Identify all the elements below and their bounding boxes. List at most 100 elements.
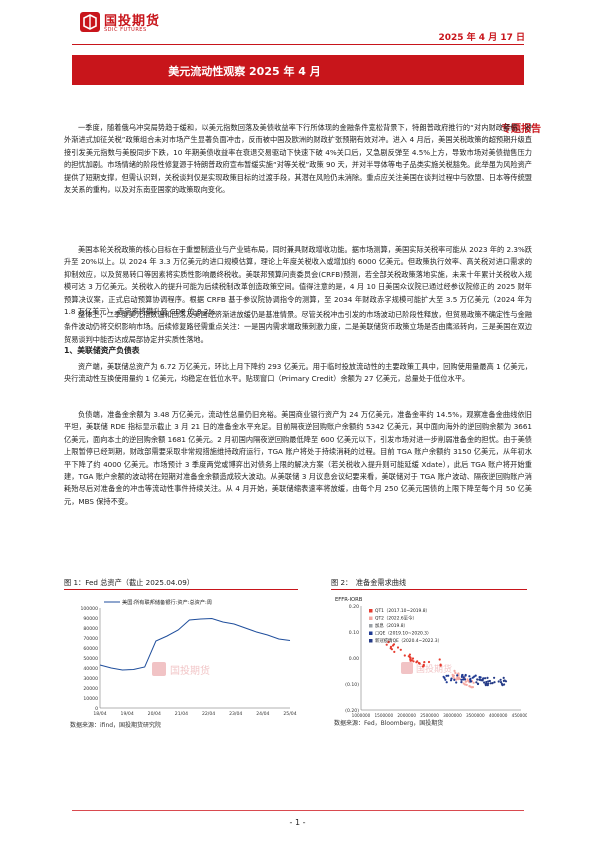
- fig2-point: [460, 678, 463, 681]
- fig1-y-tick-label: 70000: [83, 636, 98, 642]
- fig1-y-tick-label: 40000: [83, 666, 98, 672]
- fig2-point: [469, 678, 472, 681]
- fig2-legend-swatch: [369, 609, 373, 613]
- fig2-point: [460, 681, 463, 684]
- fig2-point: [447, 674, 450, 677]
- fig1-y-tick-label: 0: [95, 706, 98, 712]
- fig2-legend-label: QT1（2017.10~2019.8）: [375, 608, 430, 614]
- fig2-point: [449, 679, 453, 682]
- fig2-point: [445, 681, 448, 684]
- fig1-x-tick-label: 18/04: [93, 711, 106, 717]
- fig2-point: [455, 678, 458, 681]
- figure-2-source: 数据来源：Fed，Bloomberg，国投期货: [334, 720, 444, 727]
- section-heading-1: 1、美联储资产负债表: [64, 346, 140, 355]
- fig2-point: [503, 679, 506, 682]
- fig1-x-tick-label: 23/04: [229, 711, 242, 717]
- fig2-point: [478, 676, 481, 679]
- fig2-point: [453, 678, 456, 681]
- fig2-point: [439, 663, 442, 666]
- fig2-point: [484, 683, 487, 686]
- figure-2-chart: EFFR-IORB 0.20 0.10 0.00 (0.10) (0.20) 10000…: [335, 597, 527, 718]
- fig2-point: [491, 682, 494, 685]
- fig1-x-tick-label: 21/04: [175, 711, 188, 717]
- fig2-point: [464, 680, 467, 683]
- fig1-legend-label: 美国:所有联邦储备银行:资产:总资产:周: [122, 598, 212, 606]
- fig2-point: [409, 659, 412, 662]
- fig2-point: [387, 640, 390, 643]
- fig2-point: [460, 675, 463, 678]
- fig1-watermark: 国投期货: [152, 662, 210, 677]
- fig1-y-tick-label: 60000: [83, 646, 98, 652]
- fig2-point: [501, 684, 504, 687]
- fig2-legend-label: 新冠疫情QE（2020.4~2022.3）: [375, 637, 442, 644]
- fig2-legend-swatch: [369, 616, 373, 620]
- fig2-x-tick-label: 3500000: [466, 713, 485, 718]
- fig2-legend-label: 加息（2019.8）: [375, 622, 408, 629]
- fig2-x-tick-label: 4000000: [489, 713, 508, 718]
- fig2-point: [393, 650, 396, 653]
- fig2-point: [415, 661, 418, 664]
- fig2-point: [486, 676, 489, 679]
- paragraph-2: 美国本轮关税政策的核心目标在于重塑制造业与产业链布局，同时兼具财政增收功能。据市…: [64, 245, 532, 317]
- fig2-x-tick-label: 4500000: [512, 713, 527, 718]
- fig2-x-tick-label: 1500000: [375, 713, 394, 718]
- fig2-point: [499, 681, 503, 684]
- fig2-point: [403, 654, 406, 657]
- fig1-y-tick-label: 30000: [83, 676, 98, 682]
- fig2-point: [462, 676, 465, 679]
- fig2-point: [493, 676, 496, 679]
- fig1-x-tick-label: 19/04: [121, 711, 134, 717]
- fig2-point: [408, 653, 411, 656]
- fig2-point: [497, 680, 500, 683]
- fig2-legend-swatch: [369, 639, 373, 643]
- fig2-point: [484, 677, 487, 680]
- fig2-point: [389, 645, 393, 648]
- fig2-point: [472, 681, 475, 684]
- figure-1-title: 图 1：Fed 总资产（截止 2025.04.09）: [64, 578, 194, 587]
- figure-1-chart: 0 10000 20000 30000 40000 50000 60000 70000 8000…: [80, 598, 296, 717]
- fig2-x-tick-label: 1000000: [352, 713, 371, 718]
- fig2-point: [462, 682, 465, 685]
- fig2-point: [499, 678, 502, 681]
- fig2-point: [476, 678, 479, 681]
- fig2-x-tick-label: 2500000: [420, 713, 439, 718]
- fig2-y-tick-label: 0.10: [349, 630, 359, 636]
- fig2-point: [445, 674, 448, 677]
- fig2-point: [418, 662, 421, 665]
- fig2-legend-label: QT2（2022.6至今）: [375, 615, 417, 622]
- fig1-y-tick-label: 80000: [83, 626, 98, 632]
- header-divider: [72, 44, 524, 45]
- page-number: - 1 -: [289, 818, 306, 827]
- fig2-point: [412, 660, 415, 663]
- logo-text: 国投期货: [104, 14, 161, 29]
- report-tag: 专题报告: [501, 124, 541, 135]
- fig1-x-tick-label: 24/04: [256, 711, 269, 717]
- fig2-point: [481, 679, 484, 682]
- fig2-point: [470, 680, 473, 683]
- fig2-point: [391, 644, 395, 647]
- fig2-point: [411, 657, 415, 660]
- fig2-point: [489, 682, 492, 685]
- fig2-point: [502, 676, 505, 679]
- fig2-point: [488, 679, 491, 683]
- fig1-watermark-text: 国投期货: [170, 664, 210, 677]
- fig2-point: [469, 685, 472, 688]
- fig2-point: [399, 648, 402, 651]
- figure-2-divider: [331, 589, 527, 590]
- fig2-point: [423, 661, 426, 664]
- fig1-y-tick-label: 100000: [80, 606, 98, 612]
- paragraph-5: 负债端，准备金余额为 3.48 万亿美元，流动性总量仍旧充裕。美国商业银行资产为…: [64, 410, 532, 506]
- fig2-point: [450, 677, 453, 680]
- fig2-y-tick-label: 0.00: [349, 656, 359, 662]
- fig1-x-tick-label: 20/04: [148, 711, 161, 717]
- fig2-y-tick-label: 0.20: [349, 604, 359, 610]
- fig1-y-tick-label: 20000: [83, 686, 98, 692]
- fig2-point: [453, 669, 456, 672]
- fig2-legend-label: □QE（2019.10~2020.3）: [375, 631, 431, 637]
- figure-1-divider: [64, 589, 298, 590]
- logo-subtitle: SDIC FUTURES: [104, 27, 147, 33]
- fig2-point: [464, 673, 467, 677]
- fig2-point: [390, 648, 393, 651]
- fig2-point: [455, 681, 458, 684]
- fig2-legend-swatch: [369, 624, 373, 628]
